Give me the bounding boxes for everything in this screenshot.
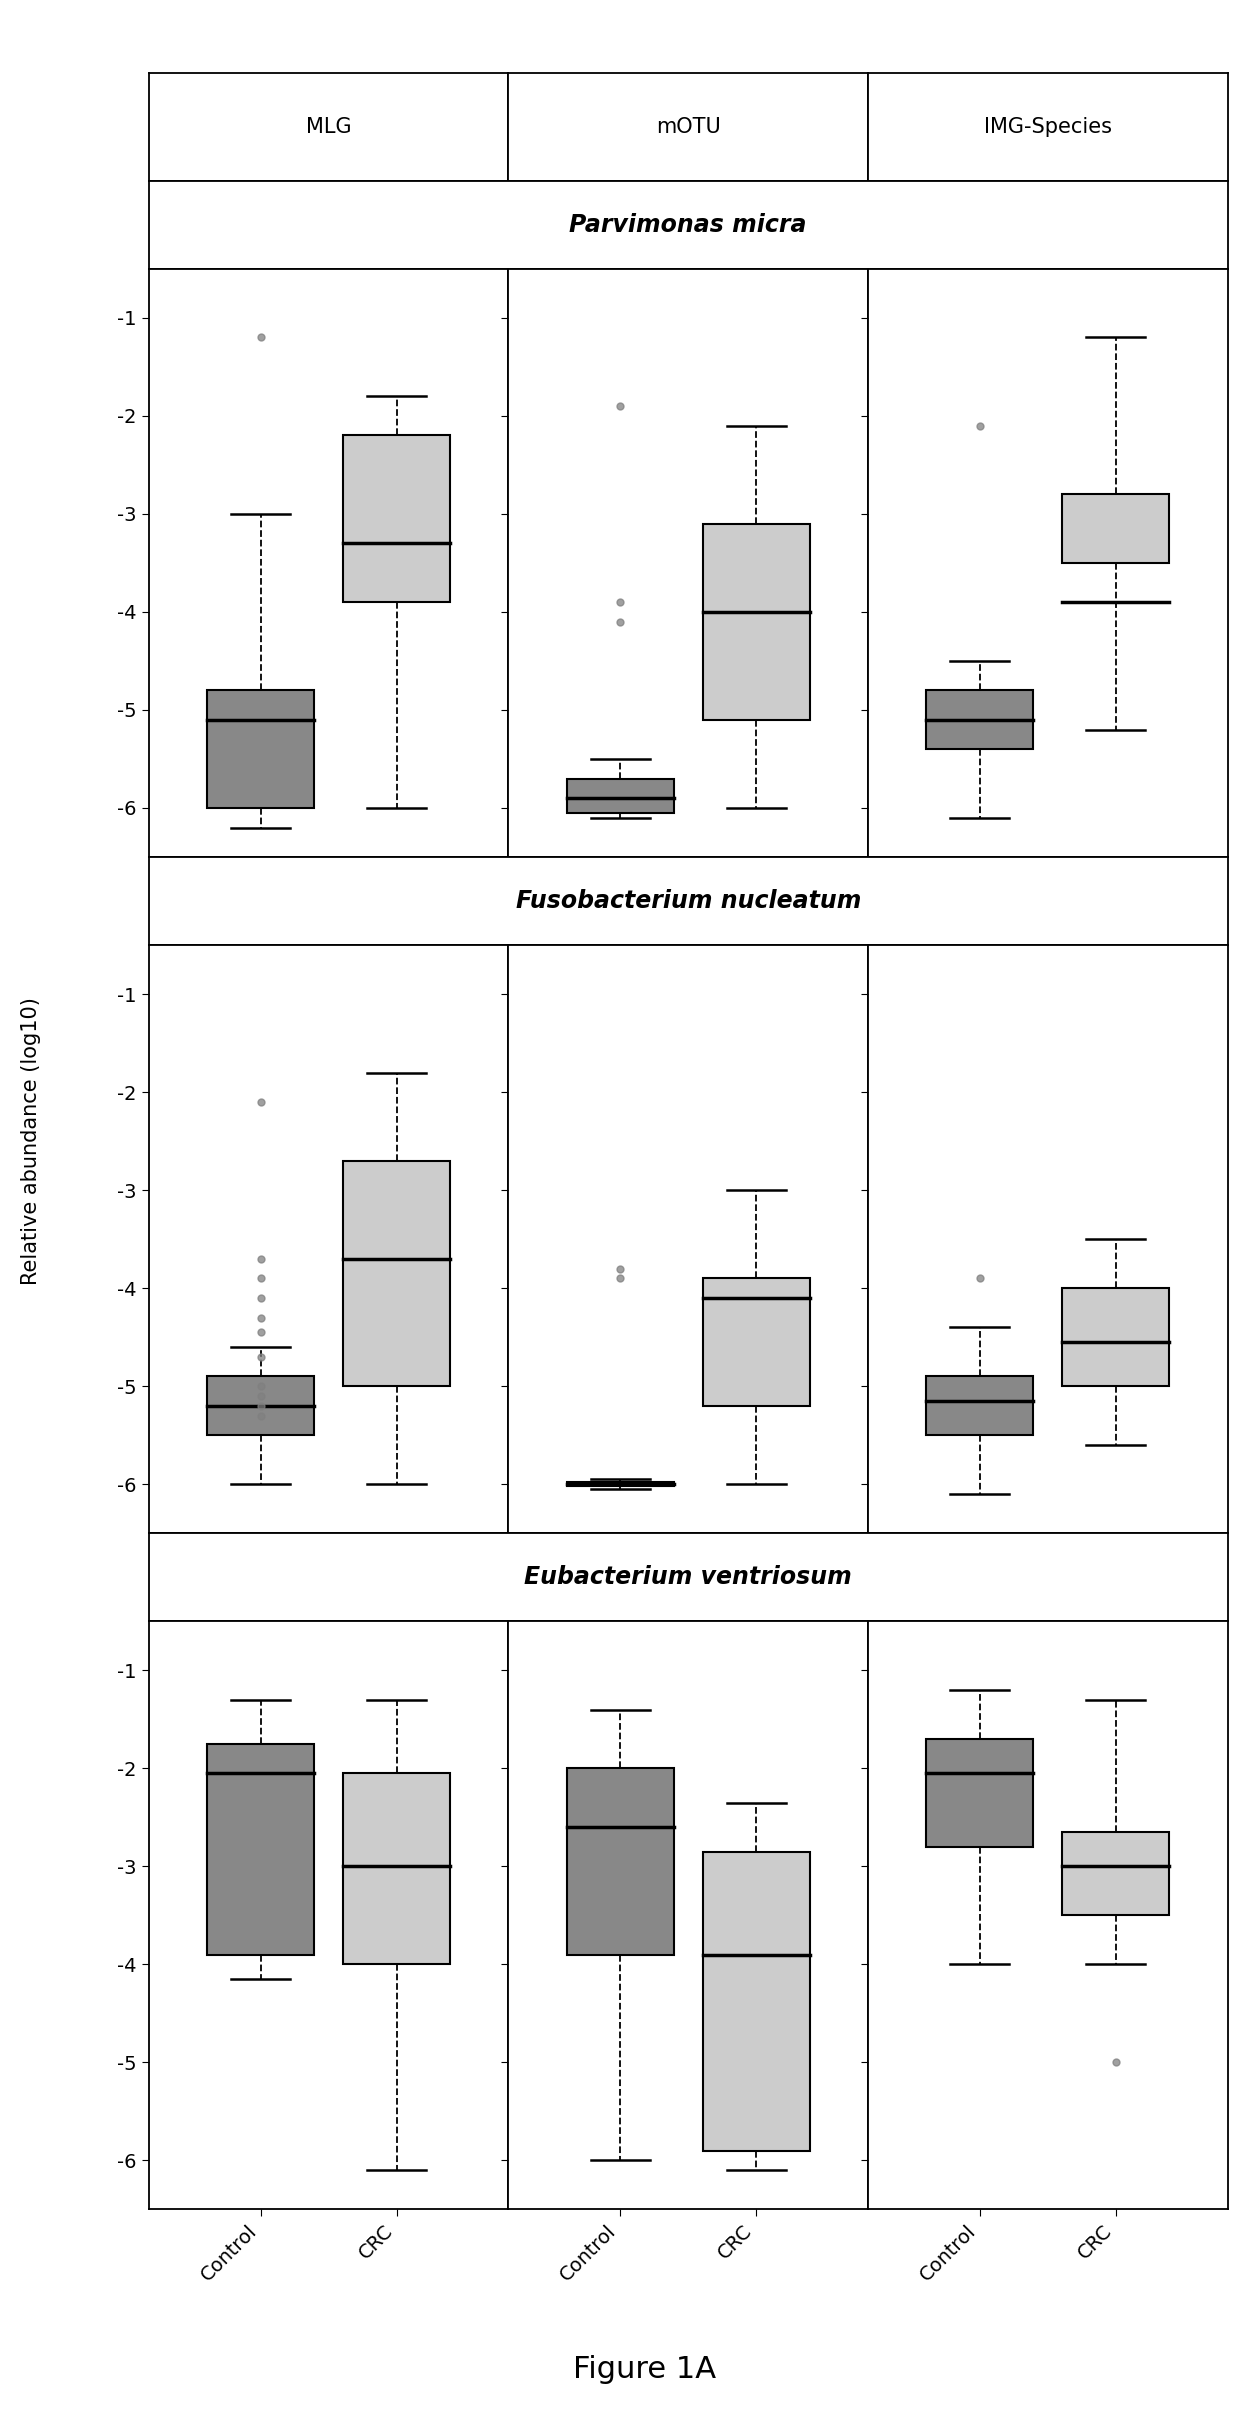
Bar — [207, 1743, 314, 1955]
Bar — [567, 779, 673, 813]
Bar — [207, 1377, 314, 1435]
Bar — [343, 435, 450, 602]
Bar — [343, 1161, 450, 1386]
Bar — [207, 690, 314, 809]
Bar — [1063, 1289, 1169, 1386]
Bar — [926, 1377, 1033, 1435]
Text: IMG-Species: IMG-Species — [983, 117, 1112, 136]
Bar — [703, 524, 810, 719]
Text: Fusobacterium nucleatum: Fusobacterium nucleatum — [516, 889, 861, 913]
Bar — [1063, 495, 1169, 563]
Bar — [1063, 1833, 1169, 1916]
Text: MLG: MLG — [306, 117, 351, 136]
Bar — [567, 1481, 673, 1486]
Bar — [926, 1738, 1033, 1848]
Text: Parvimonas micra: Parvimonas micra — [569, 214, 807, 238]
Bar — [703, 1853, 810, 2151]
Bar — [567, 1768, 673, 1955]
Text: Eubacterium ventriosum: Eubacterium ventriosum — [525, 1566, 852, 1590]
Text: Figure 1A: Figure 1A — [573, 2355, 717, 2384]
Bar — [703, 1280, 810, 1406]
Bar — [343, 1772, 450, 1964]
Text: mOTU: mOTU — [656, 117, 720, 136]
Bar — [926, 690, 1033, 750]
Text: Relative abundance (log10): Relative abundance (log10) — [21, 998, 41, 1284]
